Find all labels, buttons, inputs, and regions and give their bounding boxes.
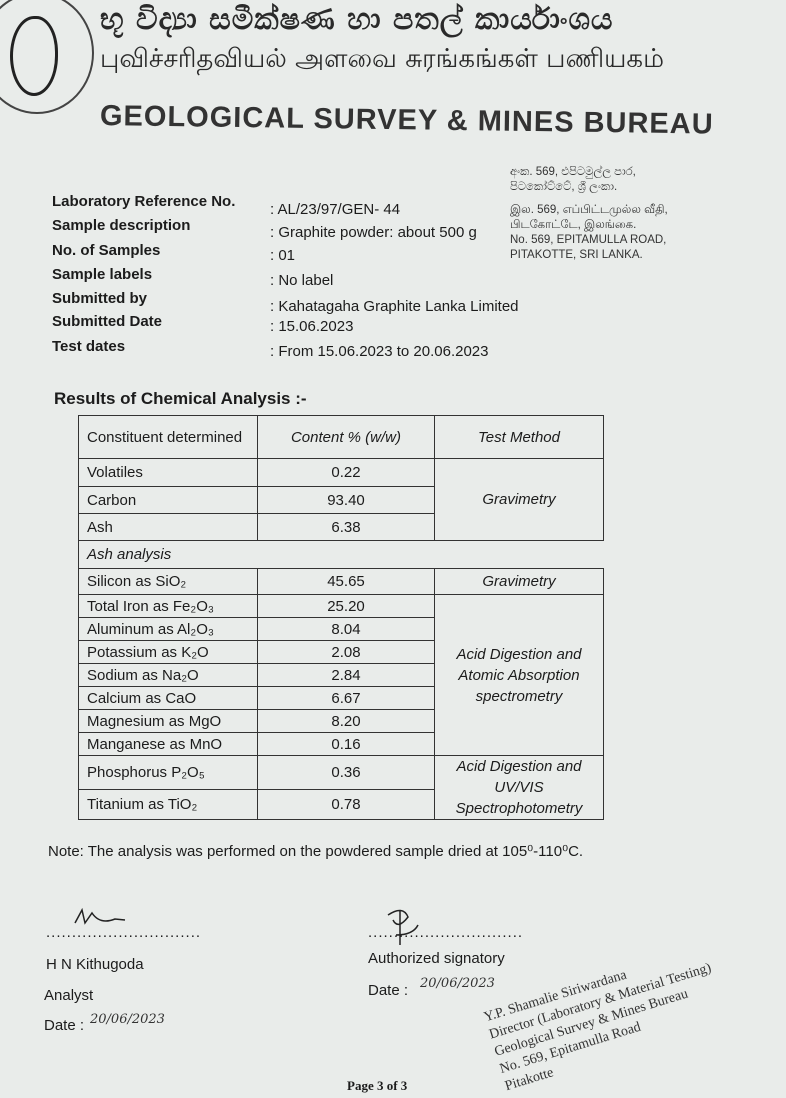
method-cell: Gravimetry [434, 568, 604, 595]
authorized-date: 20/06/2023 [420, 976, 495, 991]
table-row: Phosphorus P₂O₅ 0.36 Acid Digestion and … [78, 755, 604, 820]
label-submitted-by: Submitted by [52, 290, 148, 307]
constituent-cell: Potassium as K₂O [78, 640, 258, 664]
value-sample-labels: : No label [270, 272, 334, 289]
results-table: Constituent determined Content % (w/w) T… [78, 415, 604, 821]
constituent-cell: Ash [78, 513, 258, 541]
content-cell: 0.22 [257, 458, 435, 487]
letterhead-english: GEOLOGICAL SURVEY & MINES BUREAU [99, 100, 714, 141]
authorized-signature-line: .............................. [368, 924, 524, 941]
label-test-dates: Test dates [52, 338, 126, 355]
content-cell: 0.36 [257, 755, 435, 790]
table-row: Sodium as Na₂O 2.84 [78, 663, 604, 687]
analyst-date: 20/06/2023 [90, 1012, 165, 1027]
authorized-date-label: Date : [368, 982, 409, 999]
label-no-of-samples: No. of Samples [52, 242, 161, 259]
constituent-cell: Aluminum as Al₂O₃ [78, 617, 258, 641]
constituent-cell: Total Iron as Fe₂O₃ [78, 594, 258, 618]
letterhead-sinhala: භූ විද්‍යා සමීක්ෂණ හා පතල් කාර්යාංශය [100, 2, 614, 37]
constituent-cell: Sodium as Na₂O [78, 663, 258, 687]
content-cell: 6.67 [257, 686, 435, 710]
analyst-signature [74, 907, 126, 925]
value-submitted-date: : 15.06.2023 [270, 318, 354, 335]
table-header-row: Constituent determined Content % (w/w) T… [78, 415, 604, 459]
results-title: Results of Chemical Analysis :- [54, 389, 307, 408]
address-sinhala-2: පිටකෝට්ටේ, ශ්‍රී ලංකා. [510, 181, 618, 193]
authorized-signatory-label: Authorized signatory [368, 950, 505, 967]
label-lab-ref: Laboratory Reference No. [52, 193, 236, 210]
content-cell: 25.20 [257, 594, 435, 618]
analyst-name: H N Kithugoda [46, 956, 144, 973]
content-cell: 8.20 [257, 709, 435, 733]
table-row: Magnesium as MgO 8.20 [78, 709, 604, 733]
bureau-logo [0, 0, 94, 114]
header-constituent: Constituent determined [78, 415, 258, 459]
table-row: Aluminum as Al₂O₃ 8.04 [78, 617, 604, 641]
table-row: Ash 6.38 [78, 513, 604, 541]
content-cell: 0.78 [257, 788, 435, 821]
constituent-cell: Calcium as CaO [78, 686, 258, 710]
constituent-cell: Titanium as TiO₂ [78, 788, 258, 821]
value-lab-ref: : AL/23/97/GEN- 44 [270, 201, 401, 218]
address-block: අංක. 569, එපිටමුල්ල පාර, පිටකෝට්ටේ, ශ්‍ර… [510, 165, 668, 263]
address-tamil-1: இல. 569, எப்பிட்டமுல்ல வீதி, [510, 204, 668, 216]
content-cell: 2.84 [257, 663, 435, 687]
address-english-1: No. 569, EPITAMULLA ROAD, [510, 234, 667, 246]
header-test-method: Test Method [434, 415, 604, 459]
constituent-cell: Magnesium as MgO [78, 709, 258, 733]
authorized-signature [387, 909, 419, 945]
value-no-of-samples: : 01 [270, 247, 296, 264]
method-cell: Acid Digestion and Atomic Absorption spe… [434, 594, 604, 756]
content-cell: 2.08 [257, 640, 435, 664]
method-cell: Gravimetry [434, 458, 604, 541]
content-cell: 8.04 [257, 617, 435, 641]
constituent-cell: Phosphorus P₂O₅ [78, 755, 258, 790]
analyst-signature-line: .............................. [46, 924, 202, 941]
director-stamp: Y.P. Shamalie Siriwardana Director (Labo… [482, 942, 729, 1096]
label-sample-labels: Sample labels [52, 266, 153, 283]
label-submitted-date: Submitted Date [52, 313, 163, 330]
page-number: Page 3 of 3 [347, 1078, 408, 1093]
address-tamil-2: பிடகோட்டே, இலங்கை. [510, 219, 637, 231]
value-submitted-by: : Kahatagaha Graphite Lanka Limited [270, 298, 519, 315]
analysis-note: Note: The analysis was performed on the … [48, 843, 584, 860]
letterhead-tamil: புவிச்சரிதவியல் அளவை சுரங்கங்கள் பணியகம் [100, 44, 664, 74]
value-sample-description: : Graphite powder: about 500 g [270, 224, 477, 241]
constituent-cell: Carbon [78, 486, 258, 514]
content-cell: 0.16 [257, 732, 435, 756]
constituent-cell: Manganese as MnO [78, 732, 258, 756]
address-sinhala-1: අංක. 569, එපිටමුල්ල පාර, [510, 166, 636, 178]
label-sample-description: Sample description [52, 217, 191, 234]
ash-analysis-heading: Ash analysis [78, 540, 604, 569]
analyst-role: Analyst [44, 987, 94, 1004]
header-content: Content % (w/w) [257, 415, 435, 459]
content-cell: 6.38 [257, 513, 435, 541]
value-test-dates: : From 15.06.2023 to 20.06.2023 [270, 343, 489, 360]
table-row: Titanium as TiO₂ 0.78 [78, 788, 604, 821]
address-english-2: PITAKOTTE, SRI LANKA. [510, 249, 643, 261]
section-row: Ash analysis [78, 540, 604, 569]
constituent-cell: Volatiles [78, 458, 258, 487]
table-row: Manganese as MnO 0.16 [78, 732, 604, 756]
table-row: Total Iron as Fe₂O₃ 25.20 Acid Digestion… [78, 594, 604, 756]
table-row: Silicon as SiO₂ 45.65 Gravimetry [78, 568, 604, 595]
analyst-date-label: Date : [44, 1017, 85, 1034]
content-cell: 93.40 [257, 486, 435, 514]
table-row: Volatiles 0.22 Gravimetry [78, 458, 604, 541]
content-cell: 45.65 [257, 568, 435, 595]
sri-lanka-map-icon [10, 16, 58, 96]
method-cell: Acid Digestion and UV/VIS Spectrophotome… [434, 755, 604, 820]
constituent-cell: Silicon as SiO₂ [78, 568, 258, 595]
